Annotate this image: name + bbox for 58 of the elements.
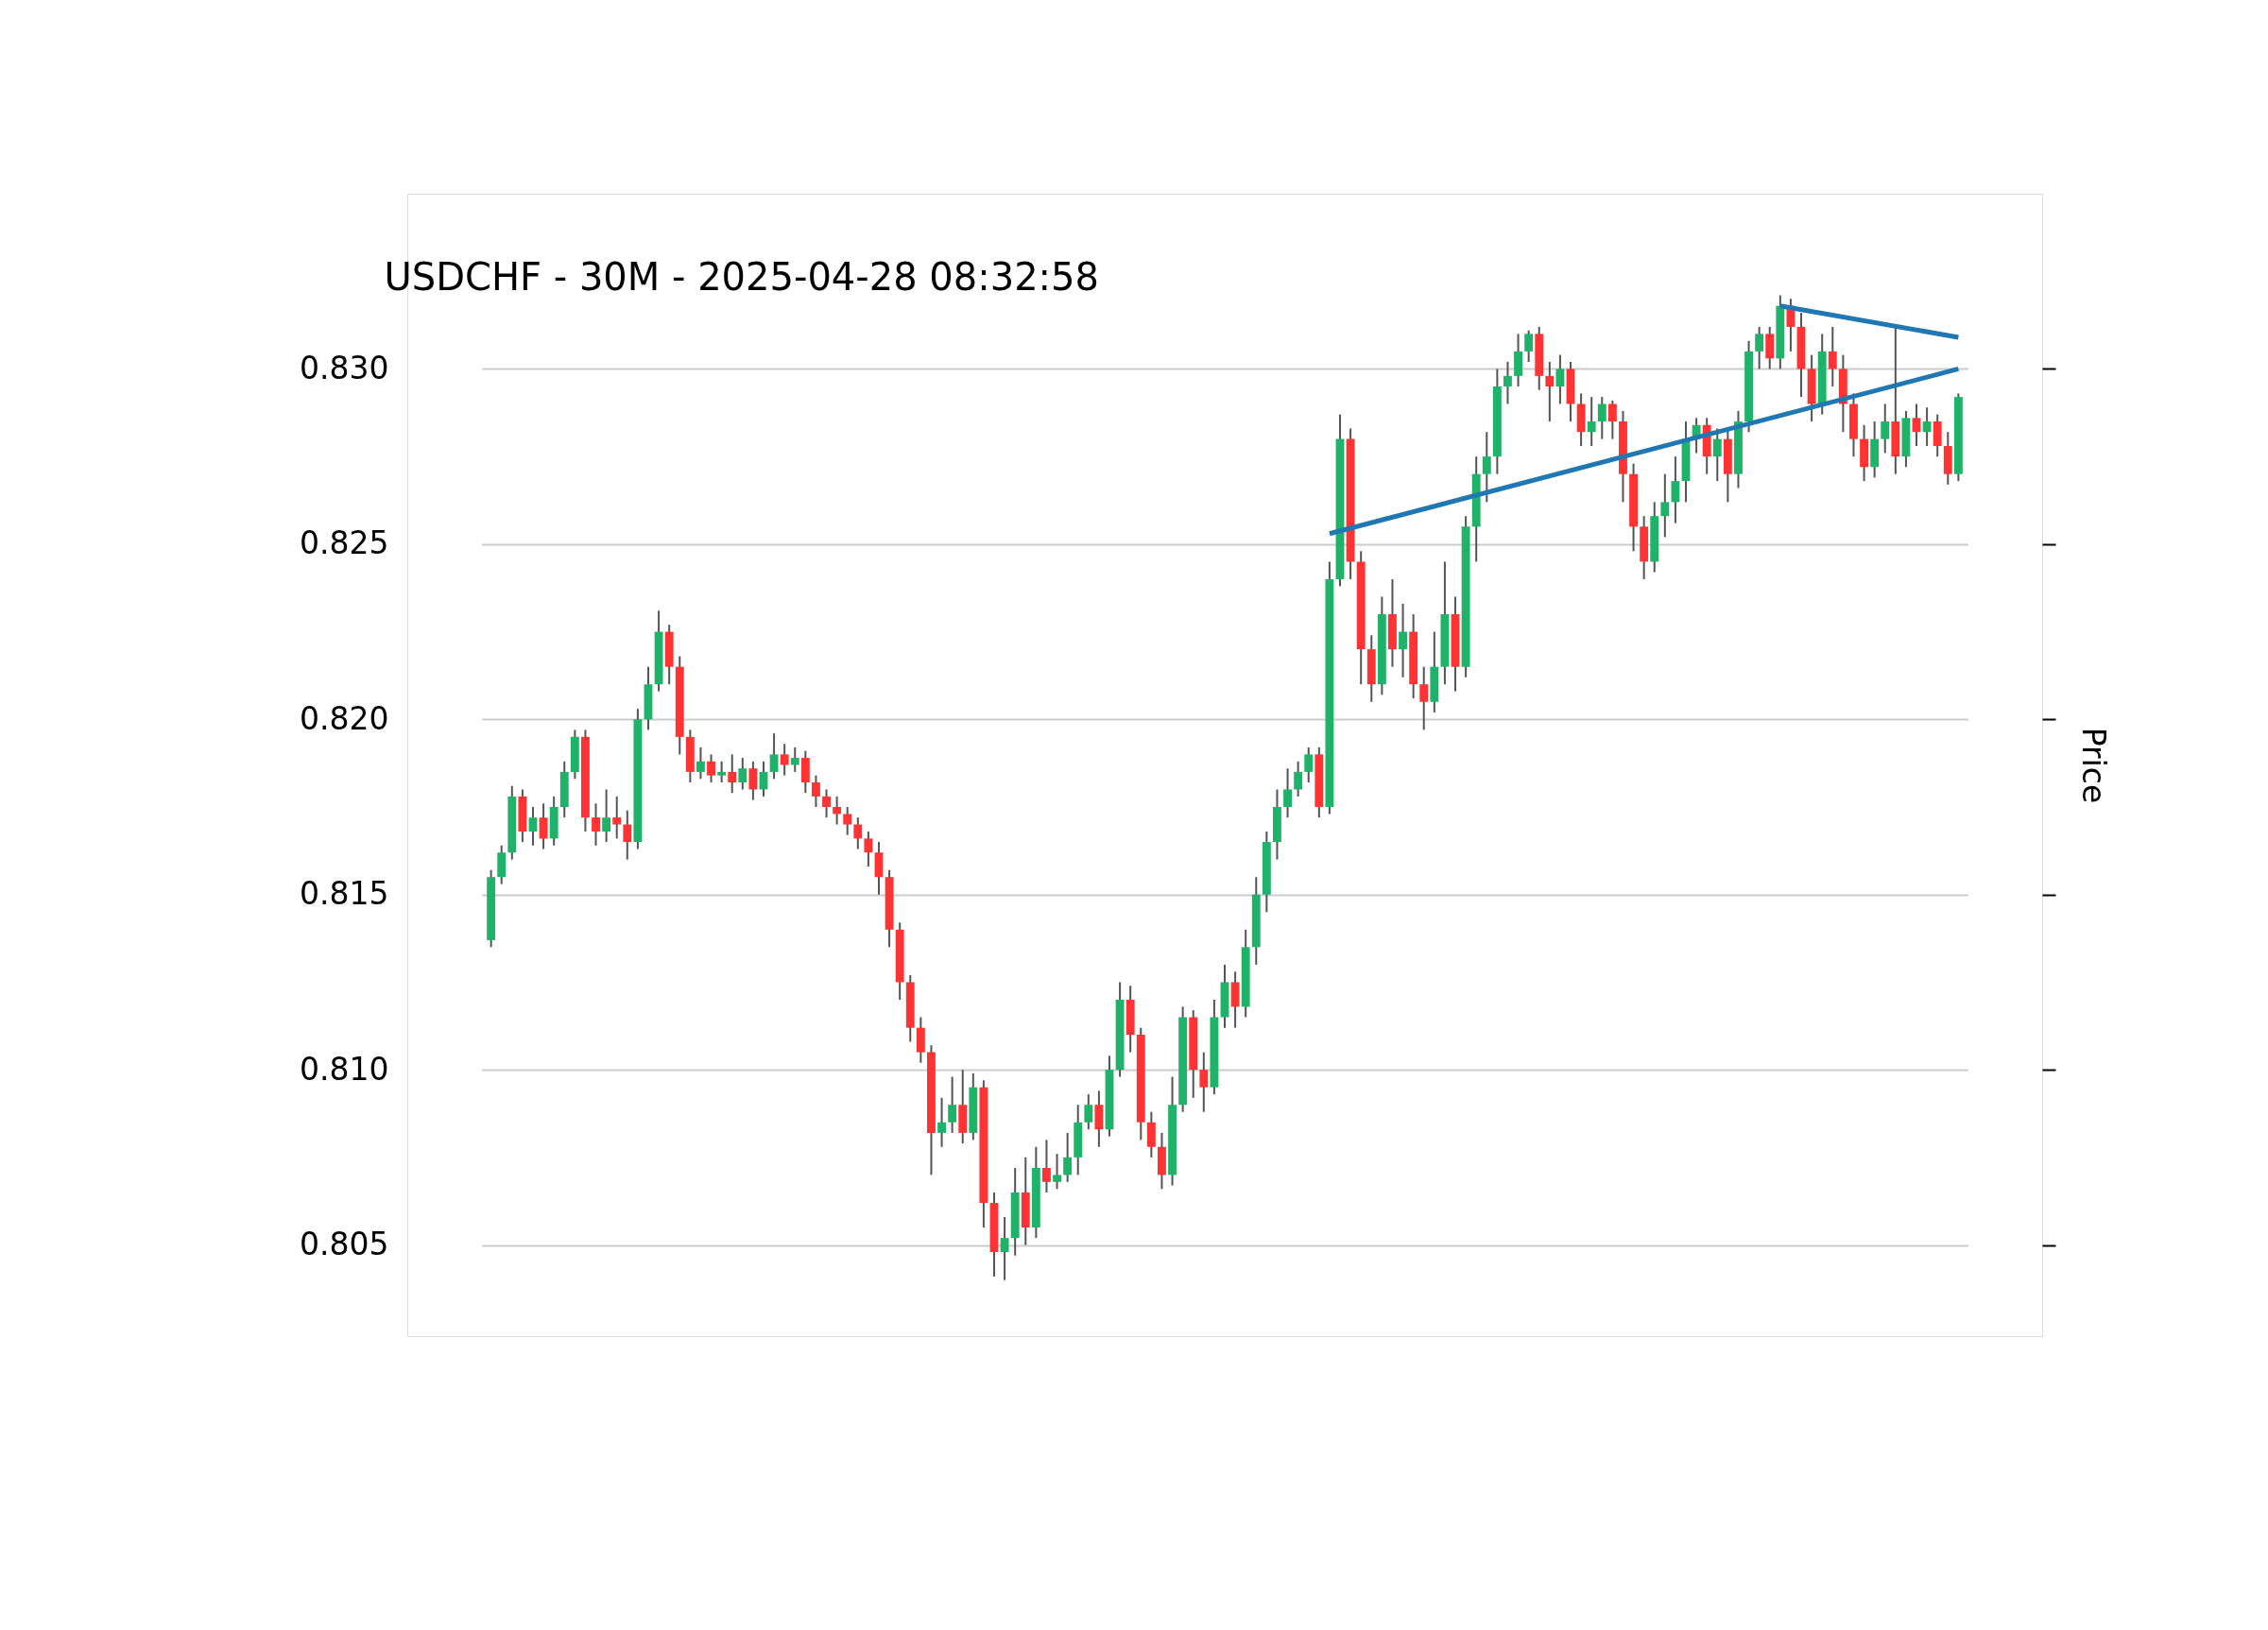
candlestick (1712, 427, 1722, 483)
candlestick (1607, 399, 1617, 440)
candlestick (1660, 472, 1670, 539)
candlestick (1597, 396, 1606, 440)
candlestick (1912, 403, 1921, 448)
candlestick (707, 753, 715, 784)
candlestick (602, 788, 611, 844)
y-tick-label: 0.820 (300, 699, 389, 737)
candlestick (1000, 1215, 1009, 1281)
candlestick (1587, 396, 1596, 448)
candlestick (1922, 406, 1932, 448)
y-tick-label: 0.825 (300, 524, 389, 562)
candlestick (717, 760, 727, 784)
candlestick (1283, 767, 1292, 819)
candlestick (612, 795, 622, 840)
candlestick (1399, 602, 1407, 678)
candlestick (1063, 1131, 1073, 1183)
candlestick (864, 830, 873, 868)
candlestick (769, 732, 779, 781)
candlestick (1053, 1153, 1061, 1191)
candlestick (1503, 361, 1512, 405)
candlestick (1555, 353, 1565, 405)
candlestick (790, 746, 799, 773)
candlestick (1482, 431, 1491, 504)
candlestick (937, 1096, 946, 1148)
candlestick (812, 774, 820, 808)
y-tick-label: 0.815 (300, 875, 389, 913)
candlestick (748, 760, 758, 801)
candlestick (780, 743, 789, 777)
candlestick (1545, 361, 1555, 423)
candlestick (1199, 1051, 1209, 1113)
candlestick (728, 753, 737, 795)
candlestick (528, 806, 538, 847)
candlestick (1671, 455, 1680, 524)
candlestick (1881, 403, 1890, 455)
candlestick (696, 746, 705, 781)
candlestick (1084, 1093, 1093, 1131)
candlestick (843, 806, 852, 836)
candlestick (592, 802, 600, 847)
candlestick (539, 802, 548, 850)
candlestick (1419, 665, 1429, 731)
candlestick (1294, 760, 1303, 798)
y-tick-label: 0.810 (300, 1050, 389, 1088)
candlestick (1304, 746, 1314, 784)
candlestick (948, 1075, 957, 1134)
candlestick (623, 809, 632, 861)
y-tick-label: 0.830 (300, 349, 389, 386)
candlestick (1755, 325, 1764, 370)
candlestick (822, 788, 831, 819)
candlestick (853, 816, 863, 850)
y-tick-label: 0.805 (300, 1226, 389, 1263)
y-axis-title: Price (2074, 727, 2112, 804)
candlestick (1524, 329, 1534, 364)
text: USDCHF - 30M - 2025-04-28 08:32:58 (384, 255, 1099, 299)
candlestick (833, 795, 842, 826)
candlestick (738, 757, 747, 791)
candlestick (1828, 325, 1837, 387)
candlestick (1042, 1139, 1051, 1193)
